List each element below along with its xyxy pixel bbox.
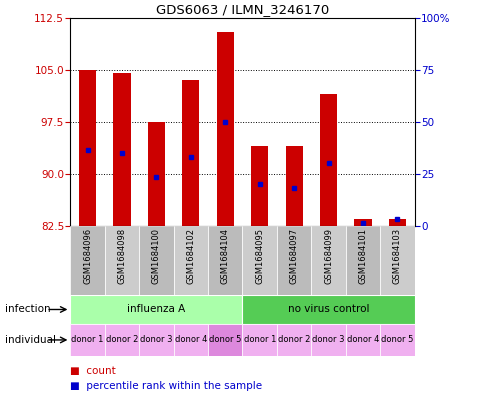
Bar bbox=[113, 73, 130, 226]
Bar bbox=[139, 324, 173, 356]
Bar bbox=[379, 324, 414, 356]
Bar bbox=[319, 94, 336, 226]
Bar bbox=[70, 226, 105, 295]
Bar bbox=[285, 146, 302, 226]
Text: GSM1684102: GSM1684102 bbox=[186, 228, 195, 284]
Bar bbox=[276, 324, 311, 356]
Bar bbox=[242, 324, 276, 356]
Bar bbox=[345, 226, 379, 295]
Bar bbox=[79, 70, 96, 226]
Text: donor 2: donor 2 bbox=[277, 336, 310, 344]
Bar bbox=[276, 226, 311, 295]
Text: donor 4: donor 4 bbox=[346, 336, 378, 344]
Bar bbox=[388, 219, 405, 226]
Bar bbox=[379, 226, 414, 295]
Text: influenza A: influenza A bbox=[127, 305, 185, 314]
Text: donor 2: donor 2 bbox=[106, 336, 138, 344]
Bar bbox=[208, 324, 242, 356]
Text: GSM1684096: GSM1684096 bbox=[83, 228, 92, 284]
Bar bbox=[139, 226, 173, 295]
Bar bbox=[105, 324, 139, 356]
Text: donor 4: donor 4 bbox=[174, 336, 207, 344]
Text: GSM1684095: GSM1684095 bbox=[255, 228, 264, 284]
Text: GSM1684098: GSM1684098 bbox=[117, 228, 126, 284]
Title: GDS6063 / ILMN_3246170: GDS6063 / ILMN_3246170 bbox=[155, 4, 329, 17]
Bar bbox=[242, 226, 276, 295]
Bar bbox=[242, 295, 414, 324]
Bar bbox=[70, 295, 242, 324]
Text: ■  percentile rank within the sample: ■ percentile rank within the sample bbox=[70, 381, 262, 391]
Text: donor 1: donor 1 bbox=[243, 336, 275, 344]
Text: individual: individual bbox=[5, 335, 56, 345]
Bar bbox=[251, 146, 268, 226]
Bar bbox=[148, 122, 165, 226]
Text: donor 5: donor 5 bbox=[380, 336, 413, 344]
Text: infection: infection bbox=[5, 305, 50, 314]
Text: GSM1684099: GSM1684099 bbox=[323, 228, 333, 284]
Text: GSM1684104: GSM1684104 bbox=[220, 228, 229, 284]
Bar bbox=[105, 226, 139, 295]
Bar bbox=[354, 219, 371, 226]
Bar bbox=[216, 31, 233, 226]
Text: no virus control: no virus control bbox=[287, 305, 369, 314]
Text: GSM1684100: GSM1684100 bbox=[151, 228, 161, 284]
Text: donor 3: donor 3 bbox=[312, 336, 344, 344]
Bar bbox=[345, 324, 379, 356]
Text: GSM1684103: GSM1684103 bbox=[392, 228, 401, 284]
Bar bbox=[70, 324, 105, 356]
Bar bbox=[173, 226, 208, 295]
Text: ■  count: ■ count bbox=[70, 366, 116, 376]
Text: donor 1: donor 1 bbox=[71, 336, 104, 344]
Bar bbox=[311, 226, 345, 295]
Text: GSM1684101: GSM1684101 bbox=[358, 228, 367, 284]
Text: donor 5: donor 5 bbox=[209, 336, 241, 344]
Text: donor 3: donor 3 bbox=[140, 336, 172, 344]
Bar bbox=[182, 80, 199, 226]
Bar bbox=[311, 324, 345, 356]
Text: GSM1684097: GSM1684097 bbox=[289, 228, 298, 284]
Bar bbox=[208, 226, 242, 295]
Bar bbox=[173, 324, 208, 356]
